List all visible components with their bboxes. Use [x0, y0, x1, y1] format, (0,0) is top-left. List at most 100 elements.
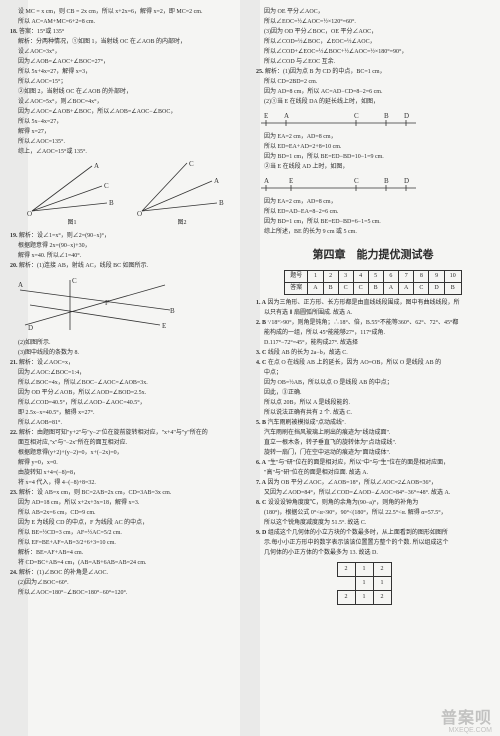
- table-cell: B: [444, 282, 461, 294]
- figure-2: O C A B 图2: [137, 161, 227, 228]
- text-line: 因为 AD=8 cm，所以 AC=AD−CD=8−2=6 cm.: [256, 88, 490, 97]
- text-line: 因此，③正确.: [256, 389, 490, 398]
- table-cell: B: [368, 282, 383, 294]
- problem-num: 22. 解析：由题图可知"y+2"与"y−2"位在旋前旋转相对应，"x+4"与"…: [10, 429, 244, 438]
- answer-item: 7. A 因为 OB 平分∠AOC，∠AOB=18°，所以∠AOC=2∠AOB=…: [256, 479, 490, 488]
- text-line: 所以 5x−4x=27，: [10, 118, 244, 127]
- text-line: 所以 ED=EA+AD=2+8=10 cm.: [256, 143, 490, 152]
- text-line: 中点；: [256, 369, 490, 378]
- text-line: 面互相对应,"x"与"−2x"所在的面互相对应.: [10, 439, 244, 448]
- numberline-icon: EACBD: [256, 111, 426, 129]
- text-line: 所以 CD=2BD=2 cm.: [256, 78, 490, 87]
- text-line: 解析：分两种情况，①如图 1，当射线 OC 在∠AOB 的内部时，: [10, 38, 244, 47]
- text-line: 所以 AB=2x=6 cm，CD=9 cm.: [10, 509, 244, 518]
- lines-diagram-icon: A B E C D F: [10, 275, 180, 335]
- text-line: (3)图中线段的条数为 8.: [10, 349, 244, 358]
- text-line: 因为 AD=18 cm，所以 x+2x+3x=18，解得 x=3.: [10, 499, 244, 508]
- text-line: 所以∠AOC=135°.: [10, 138, 244, 147]
- text-line: 所以说法正确有共有 2 个. 故选 C.: [256, 409, 490, 418]
- text-line: 因为 OE 平分∠AOC，: [256, 8, 490, 17]
- grid-cell: 1: [355, 562, 373, 576]
- text-line: "高"与"研"位在的面是相对应面. 故选 A.: [256, 469, 490, 478]
- svg-text:B: B: [384, 112, 389, 120]
- grid-cell: 2: [373, 562, 391, 576]
- table-cell: 答案: [285, 282, 308, 294]
- grid-cell: [391, 576, 409, 590]
- text-line: 因为 E 为线段 CD 的中点，F 为线段 AC 的中点，: [10, 519, 244, 528]
- text-line: 解得 x=40. 所以∠1=40°.: [10, 252, 244, 261]
- answer-item: 3. C 线段 AB 的长为 2a−b，故选 C.: [256, 349, 490, 358]
- grid-cell: 1: [373, 576, 391, 590]
- svg-text:B: B: [170, 307, 175, 315]
- svg-text:B: B: [219, 199, 224, 207]
- numberline-icon: AECBD: [256, 176, 426, 194]
- text-line: 所以 BE=½CD=3 cm，AF=½AC=5/2 cm.: [10, 529, 244, 538]
- watermark-text: 普案呗: [441, 704, 492, 728]
- grid-cell: [391, 590, 409, 604]
- figure-1: O A C B 图1: [27, 161, 117, 228]
- text-line: (3)因为 OD 平分∠BOC，OE 平分∠AOC，: [256, 28, 490, 37]
- text-line: 设 MC = x cm，则 CB = 2x cm，所以 x+2x=6，解得 x=…: [10, 8, 244, 17]
- text-line: ②如图 2，当射线 OC 在∠AOB 的外部时，: [10, 88, 244, 97]
- table-header-cell: 7: [399, 270, 414, 282]
- problem-num: 25. 解析：(1)因为点 B 为 CD 的中点，BC=1 cm，: [256, 68, 490, 77]
- text-line: 所以∠BOC=4x，所以∠BOC−∠AOC=∠AOB=3x.: [10, 379, 244, 388]
- text-line: 因为 OB=½AB，所以以点 O 是线段 AB 的中点；: [256, 379, 490, 388]
- answer-item: 6. A "生"与"研"位在的面是相对应，所以"中"与"生"位在的面是相对应面，: [256, 459, 490, 468]
- table-header-cell: 题号: [285, 270, 308, 282]
- table-cell: A: [383, 282, 398, 294]
- text-line: 将 x=4 代入，得 4−(−8)+8=32.: [10, 479, 244, 488]
- grid-cell: 2: [337, 562, 355, 576]
- text-line: 因为 EA=2 cm，AD=8 cm，: [256, 198, 490, 207]
- table-header-cell: 6: [383, 270, 398, 282]
- text-line: 因为∠AOB=∠AOC+∠BOC=27°，: [10, 58, 244, 67]
- text-line: 所以 5x+4x=27，解得 x=3，: [10, 68, 244, 77]
- text-line: 示.每小小正方形中的数字表示该该位置置方整个的个数. 所以组成这个: [256, 539, 490, 548]
- grid-cell: 2: [373, 590, 391, 604]
- answer-key-table: 题号12345678910 答案ABCCBAACDB: [284, 270, 461, 295]
- text-line: 直立一根木条，转子垂直飞的旋转体为"点动成线".: [256, 439, 490, 448]
- figure-1-2-container: O A C B 图1 O C A B 图2: [10, 161, 244, 228]
- text-line: (2)如图所示.: [10, 339, 244, 348]
- text-line: 综上所述，BE 的长为 9 cm 或 5 cm.: [256, 228, 490, 237]
- svg-text:E: E: [264, 112, 268, 120]
- table-cell: C: [414, 282, 429, 294]
- svg-text:D: D: [28, 324, 33, 332]
- problem-num: 20. 解析：(1)连接 AB，射线 AC，线段 BC 如图所示.: [10, 262, 244, 271]
- table-cell: D: [429, 282, 444, 294]
- svg-text:C: C: [189, 161, 194, 168]
- text-line: ②当 E 在线段 AD 上时，如图，: [256, 163, 490, 172]
- figure-label: 图2: [137, 219, 227, 228]
- watermark-url: MXEQE.COM: [448, 727, 492, 734]
- text-line: 因为∠AOC=∠AOB+∠BOC，所以∠AOB=∠AOC−∠BOC，: [10, 108, 244, 117]
- text-line: (2)①当 E 在线段 DA 的延长线上时，如图，: [256, 98, 490, 107]
- text-line: 因为 BD=1 cm，所以 BE=ED−BD=10−1=9 cm.: [256, 153, 490, 162]
- text-line: 所以 AC=AM+MC=6+2=8 cm.: [10, 18, 244, 27]
- answer-item: 1. A 因为三角形、正方形、长方形都是由直线线段围成，图中有曲线线段，所: [256, 299, 490, 308]
- text-line: 所以这个锐角度减度度为 51.5°. 故选 C.: [256, 519, 490, 528]
- text-line: D.117°−72°=45°，能构成27°. 故选择: [256, 339, 490, 348]
- svg-text:E: E: [162, 322, 166, 330]
- text-line: 所以∠COD 与∠EOC 互余.: [256, 58, 490, 67]
- text-line: 解得 x=27，: [10, 128, 244, 137]
- number-line-2: AECBD: [256, 176, 490, 194]
- text-line: 因为 OD 平分∠AOB，所以∠AOD=∠BOD=2.5x.: [10, 389, 244, 398]
- table-cell: A: [399, 282, 414, 294]
- table-header-cell: 5: [368, 270, 383, 282]
- text-line: 所以 ED=AD−EA=8−2=6 cm.: [256, 208, 490, 217]
- angle-diagram-icon: O C A B: [137, 161, 227, 219]
- text-line: 所以∠COD=½∠BOC，∠EOC=½∠AOC，: [256, 38, 490, 47]
- text-line: 所以∠COD=40.5°，所以∠AOD−∠AOC=40.5°，: [10, 399, 244, 408]
- text-line: 因为 BD=1 cm，所以 BE=ED−BD=6−1=5 cm.: [256, 218, 490, 227]
- text-line: 所以∠AOC=180°−∠BOC=180°−60°=120°.: [10, 589, 244, 598]
- left-column: 设 MC = x cm，则 CB = 2x cm，所以 x+2x=6，解得 x=…: [10, 8, 244, 609]
- svg-text:D: D: [404, 177, 409, 185]
- page-stripe-left: [0, 0, 28, 736]
- text-line: 解析：BE=AF+AB=4 cm.: [10, 549, 244, 558]
- table-cell: C: [353, 282, 368, 294]
- text-line: (180°)，根据公式 0°<α<90°，90°<(180°，所以 22.5°<…: [256, 509, 490, 518]
- svg-text:A: A: [18, 281, 23, 289]
- table-header-cell: 3: [338, 270, 353, 282]
- table-header-cell: 9: [429, 270, 444, 282]
- svg-text:C: C: [354, 112, 359, 120]
